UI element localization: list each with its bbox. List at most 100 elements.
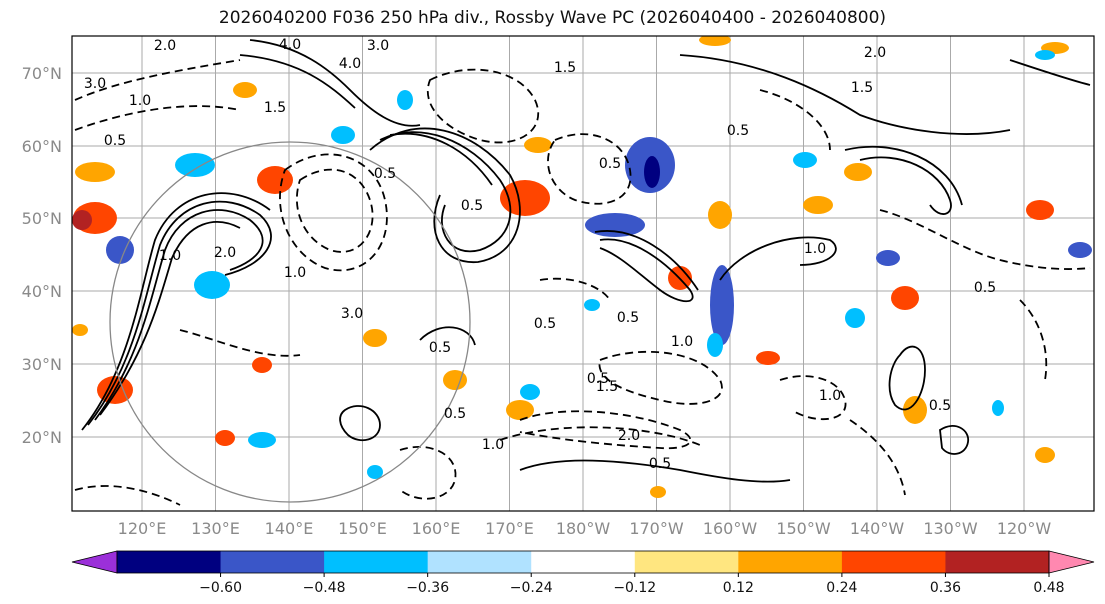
colorbar-segment [427,551,532,573]
lon-label: 120°W [997,519,1052,538]
contour-line [239,54,356,109]
plot-frame [71,35,1095,512]
contour-line [74,59,241,101]
lat-label: 50°N [22,209,62,228]
neg-div-area [175,153,215,177]
contour-line [87,200,272,426]
neg-div-area [793,152,817,168]
neg-div-area [845,308,865,328]
pos-div-area [1026,200,1054,220]
contour-line [888,345,926,411]
colorbar-extend-max [1048,550,1095,574]
pos-div-area [75,162,115,182]
lon-label: 150°E [338,519,387,538]
contour-line [1019,299,1048,381]
colorbar-frame [116,550,1050,574]
dashed-contours [74,59,1091,506]
colorbar-tick-label: 0.36 [930,580,961,596]
pos-div-area [524,137,552,153]
pos-div-area [803,196,833,214]
neg-div-area [397,90,413,110]
contour-line [519,410,692,450]
contour-value-label: 0.5 [617,310,639,326]
lat-label: 20°N [22,428,62,447]
contour-value-label: 1.5 [554,60,576,76]
colorbar-tick-label: 0.48 [1033,580,1064,596]
contour-value-label: 0.5 [429,340,451,356]
colorbar-segment [531,551,636,573]
colorbar-segment [634,551,739,573]
neg-div-area [520,384,540,400]
pos-div-area [215,430,235,446]
neg-div-area [707,333,723,357]
neg-div-area [876,250,900,266]
contour-line [249,39,421,127]
colorbar-tick-label: 0.12 [723,580,754,596]
contour-value-label: 1.0 [482,437,504,453]
contour-line [99,221,241,416]
lat-label: 40°N [22,282,62,301]
contour-value-label: 0.5 [649,456,671,472]
graticule [72,36,1094,511]
lon-label: 130°W [923,519,978,538]
pos-div-area [500,180,550,216]
contour-line [499,426,701,446]
contour-line [74,485,181,506]
contour-value-label: 2.0 [154,38,176,54]
contour-line [81,192,271,431]
contour-line [539,277,611,301]
pos-div-area [1035,447,1055,463]
contour-line [339,405,381,442]
lat-label: 30°N [22,355,62,374]
pos-div-area [650,486,666,498]
neg-div-area [106,236,134,264]
contour-value-label: 1.0 [804,241,826,257]
neg-div-area [710,265,734,345]
neg-div-area [1068,242,1092,258]
neg-div-area [1035,50,1055,60]
neg-div-area [992,400,1004,416]
contour-value-label: 0.5 [461,198,483,214]
contour-line [399,445,457,500]
contour-line [939,425,969,455]
contour-value-label: 1.5 [264,100,286,116]
contour-line [379,131,512,253]
longitude-axis: 120°E 130°E 140°E 150°E 160°E 170°E 180°W 170°W… [118,519,1052,538]
colorbar-segment [324,551,429,573]
contour-value-label: 0.5 [599,156,621,172]
neg-div-area [584,299,600,311]
lon-label: 140°E [265,519,314,538]
pos-div-area [506,400,534,420]
pos-div-area [363,329,387,347]
neg-div-area [194,271,230,299]
contour-line [427,68,540,144]
contour-line [74,105,241,131]
lon-label: 130°E [191,519,240,538]
contour-value-label: 1.0 [284,265,306,281]
contour-value-label: 2.0 [864,45,886,61]
lat-label: 60°N [22,137,62,156]
contour-line [879,209,1091,270]
pos-div-area [72,324,88,336]
colorbar-tick-label: −0.36 [406,580,449,596]
contour-line [598,350,723,405]
contour-value-label: 0.5 [534,316,556,332]
contour-line [594,230,699,291]
contour-value-label: 0.5 [104,133,126,149]
contour-value-label: 3.0 [84,76,106,92]
contour-line [94,209,264,421]
contour-line [679,54,1011,135]
lon-label: 150°W [776,519,831,538]
lon-label: 160°W [703,519,758,538]
colorbar-segment [945,551,1050,573]
colorbar-segment [738,551,843,573]
contour-value-label: 0.5 [974,280,996,296]
neg-div-area [644,156,660,188]
contour-value-label: 1.0 [159,248,181,264]
neg-div-area [248,432,276,448]
contour-line [599,238,694,303]
colorbar-segment [220,551,325,573]
lon-label: 180°W [556,519,611,538]
contour-line [419,326,476,346]
